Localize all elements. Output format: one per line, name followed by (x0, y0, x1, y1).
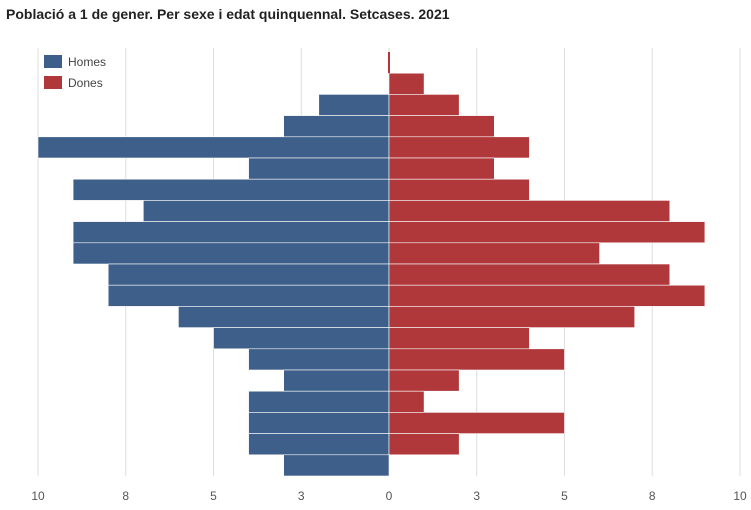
bar-dones[interactable] (388, 369, 460, 392)
bar-dones[interactable] (388, 221, 706, 244)
bar-dones[interactable] (388, 284, 706, 307)
legend-label-dones: Dones (68, 76, 103, 90)
bar-homes[interactable] (72, 242, 390, 265)
x-tick-label: 5 (210, 489, 217, 503)
bar-dones[interactable] (388, 94, 460, 116)
legend: Homes Dones (44, 55, 106, 90)
bar-dones[interactable] (388, 433, 460, 456)
bar-homes[interactable] (72, 221, 390, 244)
bar-homes[interactable] (283, 115, 390, 138)
bar-homes[interactable] (248, 157, 390, 180)
bar-homes[interactable] (107, 284, 390, 307)
bar-dones[interactable] (388, 327, 530, 350)
bar-homes[interactable] (248, 390, 390, 413)
legend-swatch-homes (44, 55, 62, 68)
bar-dones-marker (388, 52, 390, 74)
bar-homes[interactable] (37, 136, 390, 159)
bar-dones[interactable] (388, 178, 530, 201)
x-tick-label: 3 (298, 489, 305, 503)
bar-dones[interactable] (388, 200, 671, 222)
bar-homes[interactable] (107, 263, 390, 286)
x-tick-label: 3 (473, 489, 480, 503)
bar-dones[interactable] (388, 72, 425, 95)
x-tick-label: 0 (386, 489, 393, 503)
bar-homes[interactable] (283, 454, 390, 477)
bar-dones[interactable] (388, 136, 530, 159)
bar-homes[interactable] (283, 369, 390, 392)
bar-dones[interactable] (388, 115, 495, 138)
bar-dones[interactable] (388, 306, 635, 328)
x-tick-label: 10 (31, 489, 45, 503)
bar-homes[interactable] (248, 348, 390, 371)
bar-homes[interactable] (72, 178, 390, 201)
bar-dones[interactable] (388, 348, 565, 371)
bar-homes[interactable] (178, 306, 390, 328)
bar-homes[interactable] (318, 94, 390, 116)
bar-dones[interactable] (388, 412, 565, 434)
bar-homes[interactable] (248, 433, 390, 456)
legend-swatch-dones (44, 76, 62, 89)
bar-dones[interactable] (388, 390, 425, 413)
bar-homes[interactable] (143, 200, 390, 222)
x-tick-label: 8 (649, 489, 656, 503)
x-axis-ticks: 10 8 5 3 0 3 5 8 10 (31, 489, 747, 503)
x-tick-label: 10 (733, 489, 747, 503)
chart-title: Població a 1 de gener. Per sexe i edat q… (6, 6, 450, 22)
bar-homes[interactable] (213, 327, 390, 350)
x-tick-label: 8 (122, 489, 129, 503)
bar-dones[interactable] (388, 157, 495, 180)
bars (37, 52, 706, 477)
bar-dones[interactable] (388, 263, 671, 286)
bar-dones[interactable] (388, 242, 600, 265)
legend-label-homes: Homes (68, 55, 106, 69)
x-tick-label: 5 (561, 489, 568, 503)
bar-homes[interactable] (248, 412, 390, 434)
